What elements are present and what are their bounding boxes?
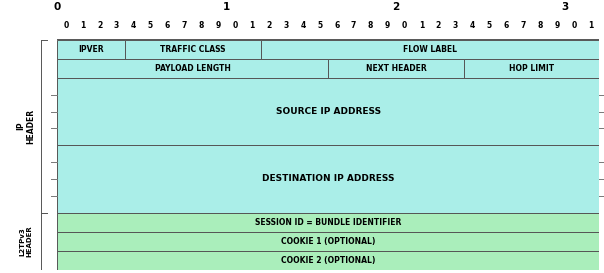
Text: COOKIE 1 (OPTIONAL): COOKIE 1 (OPTIONAL) xyxy=(281,237,376,246)
Bar xyxy=(464,59,599,78)
Text: 0: 0 xyxy=(233,20,238,29)
Text: 8: 8 xyxy=(537,20,542,29)
Bar xyxy=(260,40,599,59)
Text: 7: 7 xyxy=(182,20,187,29)
Bar xyxy=(57,251,599,270)
Text: 7: 7 xyxy=(520,20,525,29)
Text: COOKIE 2 (OPTIONAL): COOKIE 2 (OPTIONAL) xyxy=(281,256,376,265)
Bar xyxy=(125,40,260,59)
Text: 6: 6 xyxy=(165,20,170,29)
Text: IP
HEADER: IP HEADER xyxy=(16,109,36,144)
Bar xyxy=(57,213,599,232)
Text: 2: 2 xyxy=(435,20,441,29)
Bar xyxy=(57,78,599,145)
Text: 9: 9 xyxy=(554,20,559,29)
Text: 5: 5 xyxy=(148,20,153,29)
Text: HOP LIMIT: HOP LIMIT xyxy=(509,64,554,73)
Text: 6: 6 xyxy=(503,20,509,29)
Text: 6: 6 xyxy=(334,20,339,29)
Text: 5: 5 xyxy=(317,20,323,29)
Text: 2: 2 xyxy=(97,20,102,29)
Bar xyxy=(57,59,329,78)
Text: IPVER: IPVER xyxy=(79,45,104,54)
Text: 1: 1 xyxy=(249,20,255,29)
Text: 3: 3 xyxy=(562,2,569,12)
Bar xyxy=(329,59,464,78)
Text: 3: 3 xyxy=(114,20,119,29)
Text: FLOW LABEL: FLOW LABEL xyxy=(403,45,457,54)
Text: PAYLOAD LENGTH: PAYLOAD LENGTH xyxy=(155,64,231,73)
Text: 2: 2 xyxy=(393,2,400,12)
Text: 1: 1 xyxy=(419,20,424,29)
Text: DESTINATION IP ADDRESS: DESTINATION IP ADDRESS xyxy=(262,174,394,183)
Text: 3: 3 xyxy=(283,20,289,29)
Text: 7: 7 xyxy=(351,20,356,29)
Text: SESSION ID = BUNDLE IDENTIFIER: SESSION ID = BUNDLE IDENTIFIER xyxy=(255,218,402,227)
Text: L2TPv3
HEADER: L2TPv3 HEADER xyxy=(19,225,33,257)
Text: 3: 3 xyxy=(452,20,458,29)
Text: 0: 0 xyxy=(54,2,61,12)
Text: 4: 4 xyxy=(131,20,136,29)
Text: 2: 2 xyxy=(266,20,272,29)
Text: 0: 0 xyxy=(63,20,68,29)
Text: 1: 1 xyxy=(588,20,593,29)
Text: 8: 8 xyxy=(199,20,204,29)
Bar xyxy=(57,232,599,251)
Text: 4: 4 xyxy=(469,20,475,29)
Text: 9: 9 xyxy=(385,20,390,29)
Bar xyxy=(57,40,125,59)
Text: 5: 5 xyxy=(487,20,492,29)
Bar xyxy=(57,145,599,213)
Text: 4: 4 xyxy=(300,20,306,29)
Text: 0: 0 xyxy=(571,20,576,29)
Text: 1: 1 xyxy=(223,2,230,12)
Text: 8: 8 xyxy=(368,20,373,29)
Text: 9: 9 xyxy=(216,20,221,29)
Text: 0: 0 xyxy=(402,20,407,29)
Text: 1: 1 xyxy=(80,20,85,29)
Text: TRAFFIC CLASS: TRAFFIC CLASS xyxy=(160,45,225,54)
Text: SOURCE IP ADDRESS: SOURCE IP ADDRESS xyxy=(275,107,381,116)
Text: NEXT HEADER: NEXT HEADER xyxy=(365,64,426,73)
